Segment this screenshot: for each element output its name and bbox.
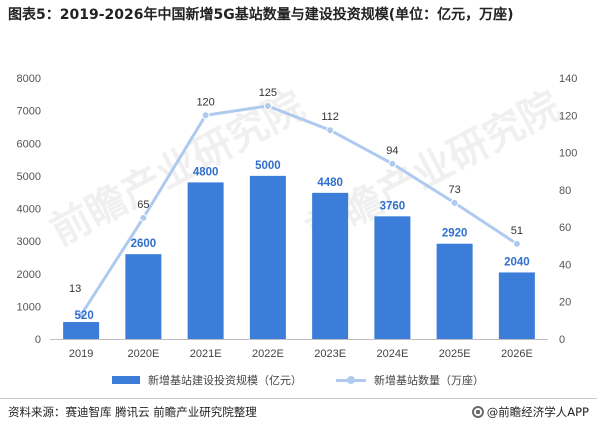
y-left-tick-label: 7000 xyxy=(17,106,41,118)
line-value-label: 51 xyxy=(511,225,523,237)
y-right-tick-label: 80 xyxy=(559,185,571,197)
brand: @前瞻经济学人APP xyxy=(471,404,589,420)
x-tick-label: 2020E xyxy=(127,348,159,360)
line-point xyxy=(450,198,459,207)
y-left-tick-label: 8000 xyxy=(17,73,41,85)
bar-value-label: 520 xyxy=(75,310,94,322)
x-tick-label: 2026E xyxy=(501,348,533,360)
line-series xyxy=(79,104,518,316)
x-tick-label: 2021E xyxy=(190,348,222,360)
y-right-tick-label: 20 xyxy=(559,297,571,309)
y-left-tick-label: 2000 xyxy=(17,269,41,281)
bar xyxy=(312,192,349,339)
y-left-tick-label: 5000 xyxy=(17,171,41,183)
x-tick-label: 2025E xyxy=(439,348,471,360)
line-value-label: 65 xyxy=(137,199,149,211)
y-right-tick-label: 100 xyxy=(559,148,577,160)
footer: 资料来源：赛迪智库 腾讯云 前瞻产业研究院整理 @前瞻经济学人APP xyxy=(0,398,597,421)
y-left-tick-label: 0 xyxy=(35,334,41,346)
legend-bar-swatch xyxy=(112,376,140,384)
bar xyxy=(498,272,535,339)
combo-chart: 前瞻产业研究院前瞻产业研究院01000200030004000500060007… xyxy=(17,73,578,360)
bar xyxy=(374,216,411,339)
x-tick-label: 2023E xyxy=(314,348,346,360)
bar-value-label: 4480 xyxy=(317,177,343,189)
bar-value-label: 2600 xyxy=(131,238,157,250)
y-right-tick-label: 120 xyxy=(559,110,577,122)
line-point xyxy=(326,126,335,135)
x-tick-label: 2024E xyxy=(376,348,408,360)
line-point xyxy=(201,111,210,120)
line-point xyxy=(263,101,272,110)
y-left-tick-label: 1000 xyxy=(17,301,41,313)
bar-value-label: 3760 xyxy=(380,200,406,212)
x-tick-label: 2022E xyxy=(252,348,284,360)
source-note: 资料来源：赛迪智库 腾讯云 前瞻产业研究院整理 xyxy=(8,405,257,419)
y-right-tick-label: 0 xyxy=(559,334,565,346)
line-point xyxy=(139,213,148,222)
legend-item-investment: 新增基站建设投资规模（亿元） xyxy=(112,372,302,388)
line-value-label: 13 xyxy=(69,283,81,295)
brand-label: @前瞻经济学人APP xyxy=(486,405,589,419)
line-value-label: 73 xyxy=(449,184,461,196)
bar xyxy=(187,182,224,339)
legend-label-investment: 新增基站建设投资规模（亿元） xyxy=(148,374,302,387)
line-point xyxy=(77,310,86,319)
legend-line-swatch xyxy=(336,375,366,385)
line-value-label: 94 xyxy=(386,145,398,157)
bar xyxy=(125,254,162,339)
x-tick-label: 2019 xyxy=(69,348,93,360)
bar-value-label: 5000 xyxy=(255,160,281,172)
y-left-tick-label: 4000 xyxy=(17,204,41,216)
line-value-label: 112 xyxy=(321,111,339,123)
bar xyxy=(249,175,286,339)
bar xyxy=(436,243,473,339)
line-point xyxy=(512,239,521,248)
line-value-label: 120 xyxy=(196,96,214,108)
bar-value-label: 4800 xyxy=(193,166,219,178)
brand-logo-icon xyxy=(471,406,484,418)
y-left-tick-label: 6000 xyxy=(17,138,41,150)
y-right-tick-label: 140 xyxy=(559,73,577,85)
bar-value-label: 2920 xyxy=(442,228,468,240)
line-value-label: 125 xyxy=(259,87,277,99)
legend-label-stations: 新增基站数量（万座） xyxy=(374,374,484,387)
y-left-tick-label: 3000 xyxy=(17,236,41,248)
line-point xyxy=(388,159,397,168)
bar-value-label: 2040 xyxy=(504,256,530,268)
legend-item-stations: 新增基站数量（万座） xyxy=(336,372,484,388)
y-right-tick-label: 60 xyxy=(559,222,571,234)
chart-title: 图表5：2019-2026年中国新增5G基站数量与建设投资规模(单位：亿元，万座… xyxy=(8,7,514,23)
legend: 新增基站建设投资规模（亿元） 新增基站数量（万座） xyxy=(0,372,597,390)
y-right-tick-label: 40 xyxy=(559,259,571,271)
bar xyxy=(63,322,100,339)
